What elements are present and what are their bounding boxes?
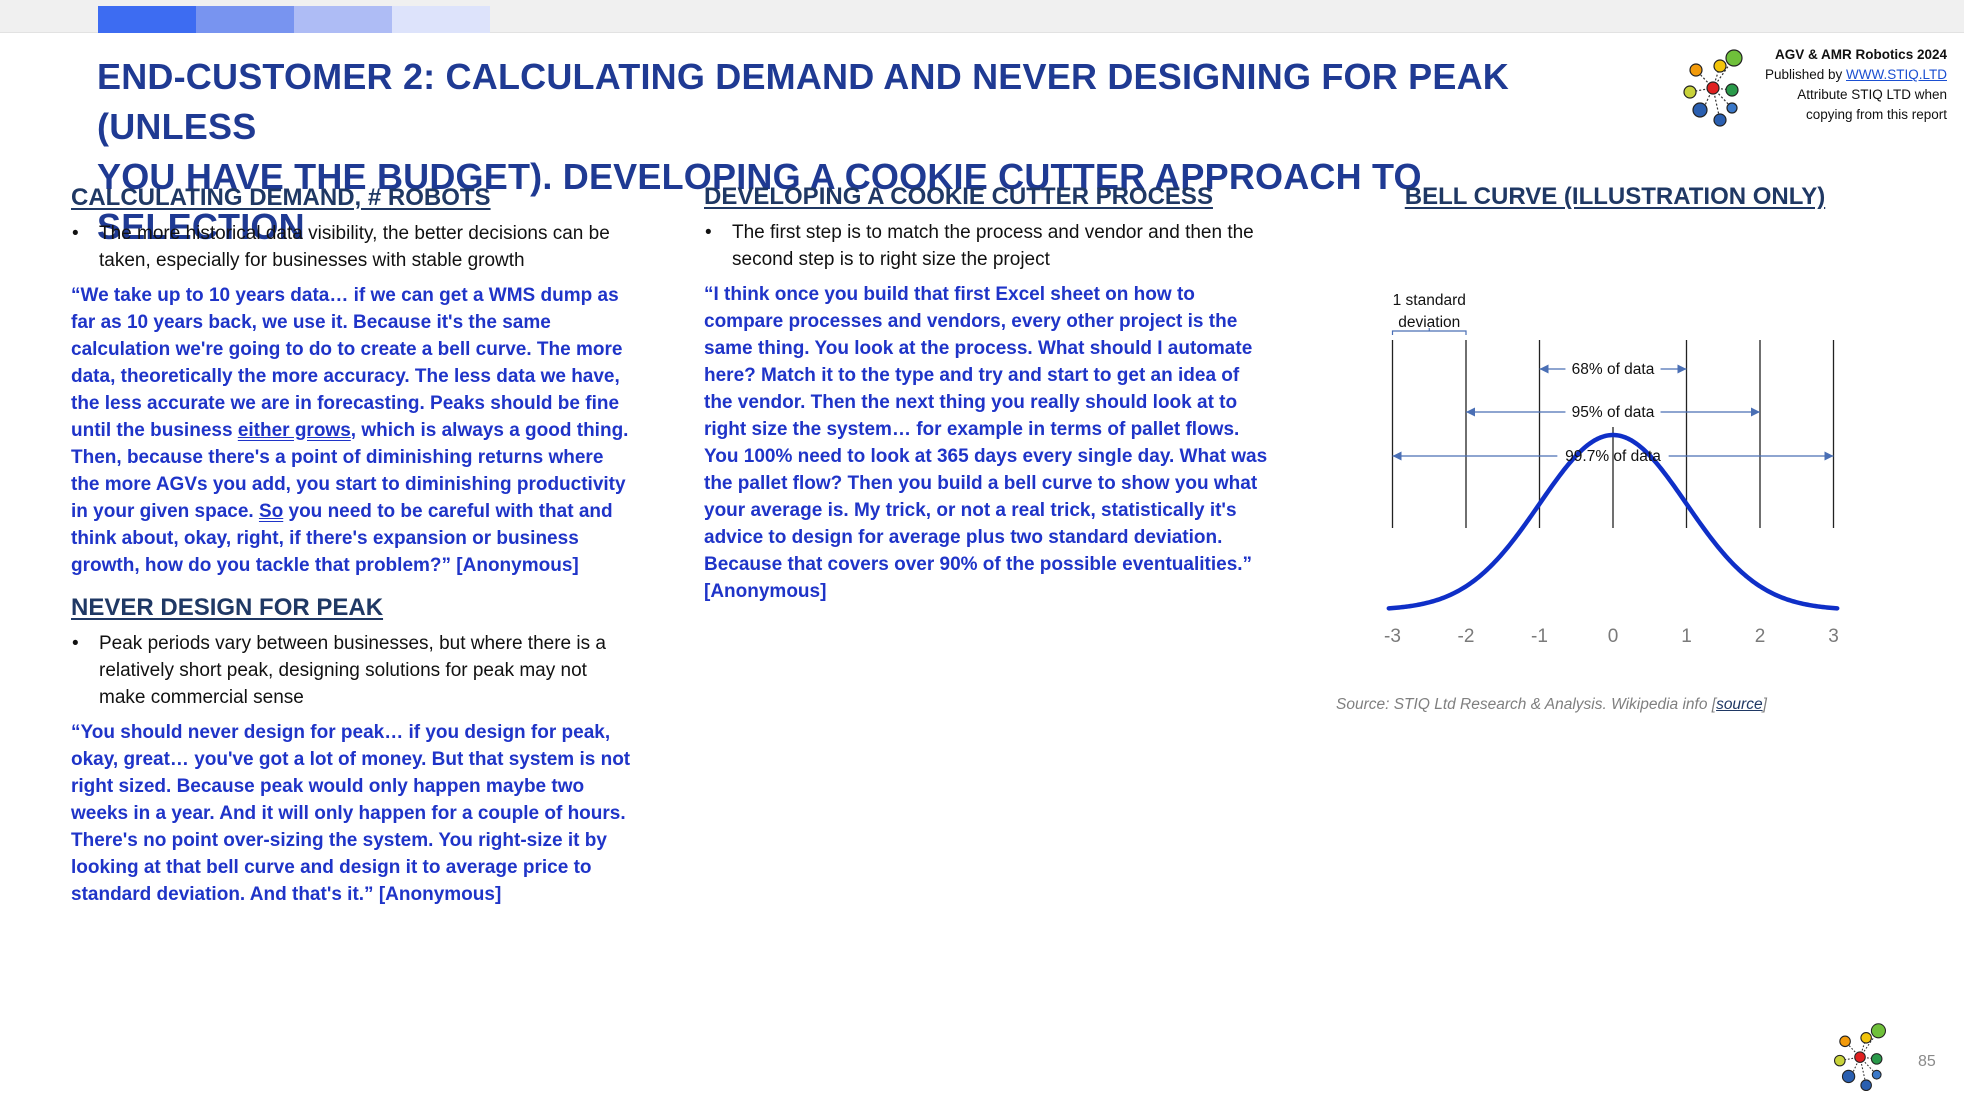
attribution-line1: Attribute STIQ LTD when (1797, 87, 1947, 102)
sd-bracket (1391, 330, 1467, 335)
source-note: Source: STIQ Ltd Research & Analysis. Wi… (1336, 696, 1767, 713)
page-number: 85 (1918, 1053, 1936, 1070)
range-arrow-right-1 (1677, 364, 1687, 374)
quote-wms-data: “We take up to 10 years data… if we can … (71, 285, 629, 576)
x-tick-label-1: 1 (1681, 626, 1692, 647)
published-by: Published by WWW.STIQ.LTD (1764, 67, 1947, 82)
progress-segment-3 (294, 6, 392, 33)
x-tick-label-3: 3 (1828, 626, 1839, 647)
bullet-historical-data: The more historical data visibility, the… (71, 220, 631, 274)
x-tick-label--2: -2 (1458, 626, 1475, 647)
range-arrow-left-2 (1466, 407, 1475, 417)
page-title-line1: END-CUSTOMER 2: CALCULATING DEMAND AND N… (97, 56, 1509, 147)
x-tick-label-2: 2 (1755, 626, 1766, 647)
chart-title: BELL CURVE (ILLUSTRATION ONLY) (1404, 183, 1826, 210)
x-tick-label--3: -3 (1384, 626, 1401, 647)
section-progress-bar (98, 6, 490, 33)
x-tick-label--1: -1 (1531, 626, 1548, 647)
stiq-website-link[interactable]: WWW.STIQ.LTD (1846, 67, 1947, 82)
stiq-logo-icon (1683, 49, 1743, 127)
flagged-text-so: So (258, 501, 284, 522)
sd-label-line1: 1 standard (1393, 292, 1466, 309)
quote-never-design-for-peak: “You should never design for peak… if yo… (71, 722, 631, 905)
x-tick-label-0: 0 (1608, 626, 1619, 647)
range-arrow-right-2 (1751, 407, 1760, 417)
flagged-text-either-grows: either grows (237, 420, 351, 441)
stiq-logo-icon (1834, 1023, 1886, 1092)
bullet-first-step: The first step is to match the process a… (704, 219, 1269, 273)
brand-title: AGV & AMR Robotics 2024 (1774, 47, 1947, 62)
progress-segment-2 (196, 6, 294, 33)
range-arrow-left-3 (1392, 451, 1402, 461)
quote-excel-sheet: “I think once you build that first Excel… (704, 284, 1268, 602)
progress-segment-1 (98, 6, 196, 33)
column-calculating-demand: CALCULATING DEMAND, # ROBOTS The more hi… (71, 183, 631, 908)
attribution-line2: copying from this report (1805, 107, 1947, 122)
range-arrow-right-3 (1824, 451, 1834, 461)
range-arrow-left-1 (1539, 364, 1549, 374)
bullet-peak-periods: Peak periods vary between businesses, bu… (71, 630, 631, 711)
heading-never-design-for-peak: NEVER DESIGN FOR PEAK (71, 594, 384, 621)
range-label-3: 99.7% of data (1565, 448, 1661, 465)
heading-calculating-demand: CALCULATING DEMAND, # ROBOTS (71, 184, 491, 211)
source-link[interactable]: source (1716, 696, 1763, 713)
sd-label-line2: deviation (1398, 314, 1460, 331)
range-label-1: 68% of data (1572, 361, 1655, 378)
publisher-info: AGV & AMR Robotics 2024 Published by WWW… (1765, 45, 1947, 125)
column-cookie-cutter: DEVELOPING A COOKIE CUTTER PROCESS The f… (704, 182, 1269, 605)
heading-cookie-cutter: DEVELOPING A COOKIE CUTTER PROCESS (704, 183, 1213, 210)
bell-curve-line (1386, 432, 1840, 611)
progress-segment-4 (392, 6, 490, 33)
bell-curve-chart: 1 standard deviation 68% of data 95% of dat… (1384, 292, 1840, 647)
range-label-2: 95% of data (1572, 404, 1655, 421)
